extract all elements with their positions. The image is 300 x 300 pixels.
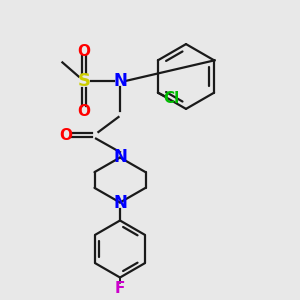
Text: N: N	[113, 72, 127, 90]
Text: N: N	[113, 148, 127, 166]
Text: O: O	[59, 128, 73, 142]
Text: O: O	[77, 103, 91, 118]
Text: S: S	[77, 72, 91, 90]
Text: Cl: Cl	[163, 91, 180, 106]
Text: O: O	[77, 44, 91, 59]
Text: N: N	[113, 194, 127, 211]
Text: F: F	[115, 281, 125, 296]
